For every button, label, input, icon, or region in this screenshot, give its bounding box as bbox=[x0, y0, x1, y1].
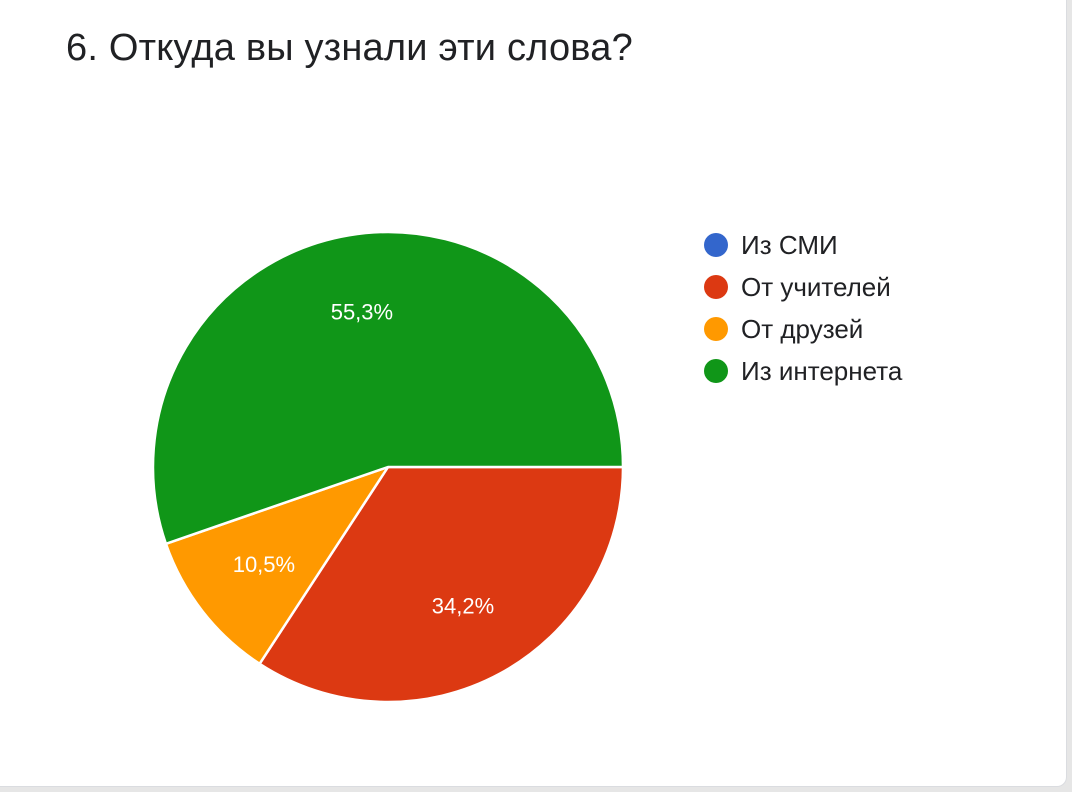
question-title: 6. Откуда вы узнали эти слова? bbox=[66, 27, 633, 69]
pie-slice-4[interactable] bbox=[151, 230, 625, 546]
legend-item-2[interactable]: От учителей bbox=[704, 266, 902, 308]
legend-label: Из СМИ bbox=[741, 229, 838, 260]
legend-swatch bbox=[704, 317, 728, 341]
legend-label: От друзей bbox=[741, 313, 864, 344]
legend-item-4[interactable]: Из интернета bbox=[704, 350, 902, 392]
legend-swatch bbox=[704, 233, 728, 257]
pie-slice-3[interactable] bbox=[164, 465, 390, 666]
legend-label: От учителей bbox=[741, 271, 891, 302]
pie-slice-label-2: 34,2% bbox=[432, 593, 494, 618]
legend-label: Из интернета bbox=[741, 355, 903, 386]
chart-legend: Из СМИ От учителей От друзей Из интернета bbox=[704, 224, 902, 392]
legend-item-3[interactable]: От друзей bbox=[704, 308, 902, 350]
legend-swatch bbox=[704, 275, 728, 299]
pie-slice-label-4: 55,3% bbox=[331, 300, 393, 325]
legend-swatch bbox=[704, 359, 728, 383]
legend-item-1[interactable]: Из СМИ bbox=[704, 224, 902, 266]
pie-slice-label-3: 10,5% bbox=[233, 552, 295, 577]
